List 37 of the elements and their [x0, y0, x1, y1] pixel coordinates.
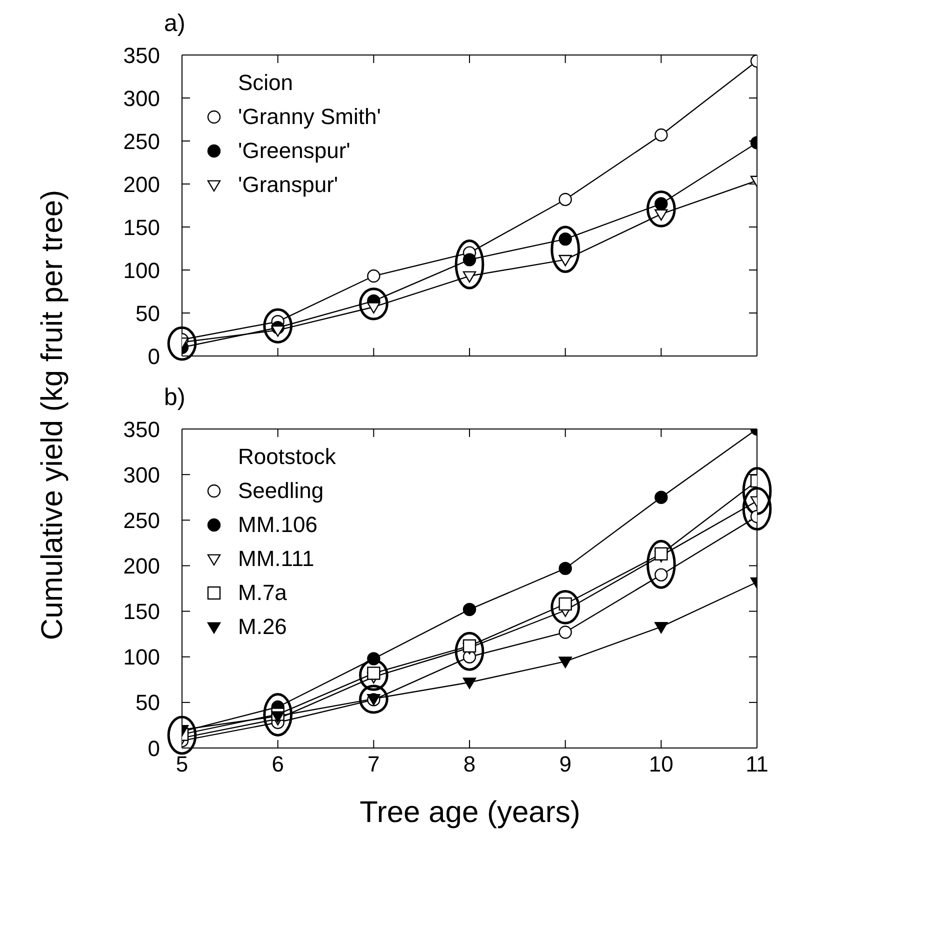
y-tick-label: 100	[123, 258, 160, 283]
y-tick-label: 250	[123, 128, 160, 154]
legend-label: 'Granny Smith'	[238, 103, 381, 131]
legend-label: 'Granspur'	[238, 171, 338, 199]
y-tick-label: 250	[123, 508, 160, 533]
legend-label: M.26	[238, 613, 287, 641]
x-tick-label: 11	[746, 752, 768, 777]
y-tick-label: 300	[123, 86, 160, 111]
y-tick-label: 300	[123, 462, 160, 488]
y-tick-label: 200	[123, 554, 160, 579]
y-tick-label: 200	[123, 172, 160, 197]
y-tick-label: 0	[148, 736, 160, 761]
y-tick-label: 50	[136, 300, 160, 326]
y-axis-title: Cumulative yield (kg fruit per tree)	[36, 190, 70, 640]
x-tick-label: 9	[559, 752, 572, 777]
y-tick-label: 350	[123, 42, 160, 68]
chart-title: a)	[164, 10, 186, 38]
x-tick-label: 8	[463, 752, 476, 777]
legend-title: Scion	[237, 69, 294, 97]
legend-label: Seedling	[238, 477, 324, 505]
legend-label: 'Greenspur'	[238, 137, 350, 165]
y-tick-label: 350	[123, 416, 160, 442]
x-tick-label: 10	[648, 752, 674, 777]
y-tick-label: 150	[123, 214, 160, 240]
y-tick-label: 150	[123, 599, 160, 624]
x-tick-label: 7	[368, 752, 380, 777]
x-tick-label: 5	[176, 752, 188, 777]
legend-label: MM.111	[238, 545, 314, 573]
chart-title: b)	[164, 384, 186, 412]
y-tick-label: 100	[123, 644, 160, 670]
y-tick-label: 0	[148, 344, 160, 369]
y-tick-label: 50	[136, 690, 160, 716]
legend-label: M.7a	[238, 579, 287, 607]
x-axis-title: Tree age (years)	[358, 796, 582, 830]
x-tick-label: 6	[272, 752, 284, 777]
legend-title: Rootstock	[237, 443, 336, 471]
legend-label: MM.106	[238, 511, 318, 539]
